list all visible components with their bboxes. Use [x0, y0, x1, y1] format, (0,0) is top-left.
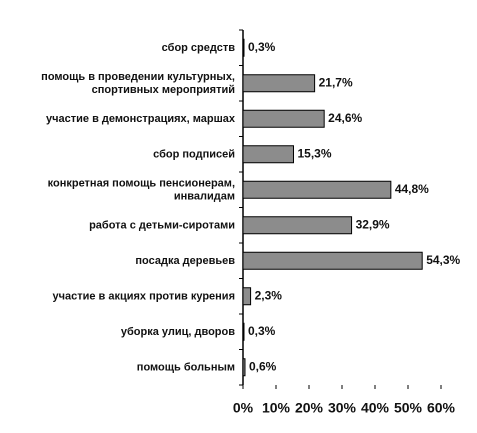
value-label: 0,3%: [248, 324, 276, 338]
bar: [242, 287, 252, 306]
x-tick-label: 10%: [262, 400, 291, 416]
value-label: 24,6%: [328, 111, 362, 125]
category-label: уборка улиц, дворов: [121, 326, 235, 338]
x-tick-label: 40%: [361, 400, 390, 416]
bar: [242, 322, 245, 341]
bar: [242, 38, 245, 57]
bar: [242, 358, 246, 377]
x-tick-label: 20%: [295, 400, 324, 416]
category-label: участие в акциях против курения: [52, 290, 235, 302]
value-label: 21,7%: [319, 75, 353, 89]
category-label: участие в демонстрациях, маршах: [46, 113, 236, 125]
category-label: работа с детьми-сиротами: [89, 219, 235, 231]
bar: [242, 216, 353, 235]
bar: [242, 74, 316, 93]
x-tick-label: 30%: [328, 400, 357, 416]
value-label: 15,3%: [297, 146, 331, 160]
value-label: 0,6%: [249, 359, 277, 373]
bar: [242, 109, 325, 128]
category-label: конкретная помощь пенсионерам, инвалидам: [48, 177, 235, 202]
bar: [242, 180, 392, 199]
x-tick-label: 0%: [233, 400, 254, 416]
category-label: сбор подписей: [153, 148, 235, 160]
bar: [242, 145, 294, 164]
category-label: сбор средств: [162, 42, 236, 54]
value-label: 54,3%: [426, 253, 460, 267]
bar: [242, 251, 423, 270]
category-label: помощь в проведении культурных, спортивны…: [41, 71, 235, 96]
value-label: 44,8%: [395, 182, 429, 196]
value-label: 2,3%: [255, 288, 283, 302]
x-tick-label: 60%: [427, 400, 456, 416]
value-label: 32,9%: [356, 217, 390, 231]
category-label: посадка деревьев: [135, 255, 235, 267]
x-tick-label: 50%: [394, 400, 423, 416]
value-label: 0,3%: [248, 40, 276, 54]
category-label: помощь больным: [137, 361, 235, 373]
